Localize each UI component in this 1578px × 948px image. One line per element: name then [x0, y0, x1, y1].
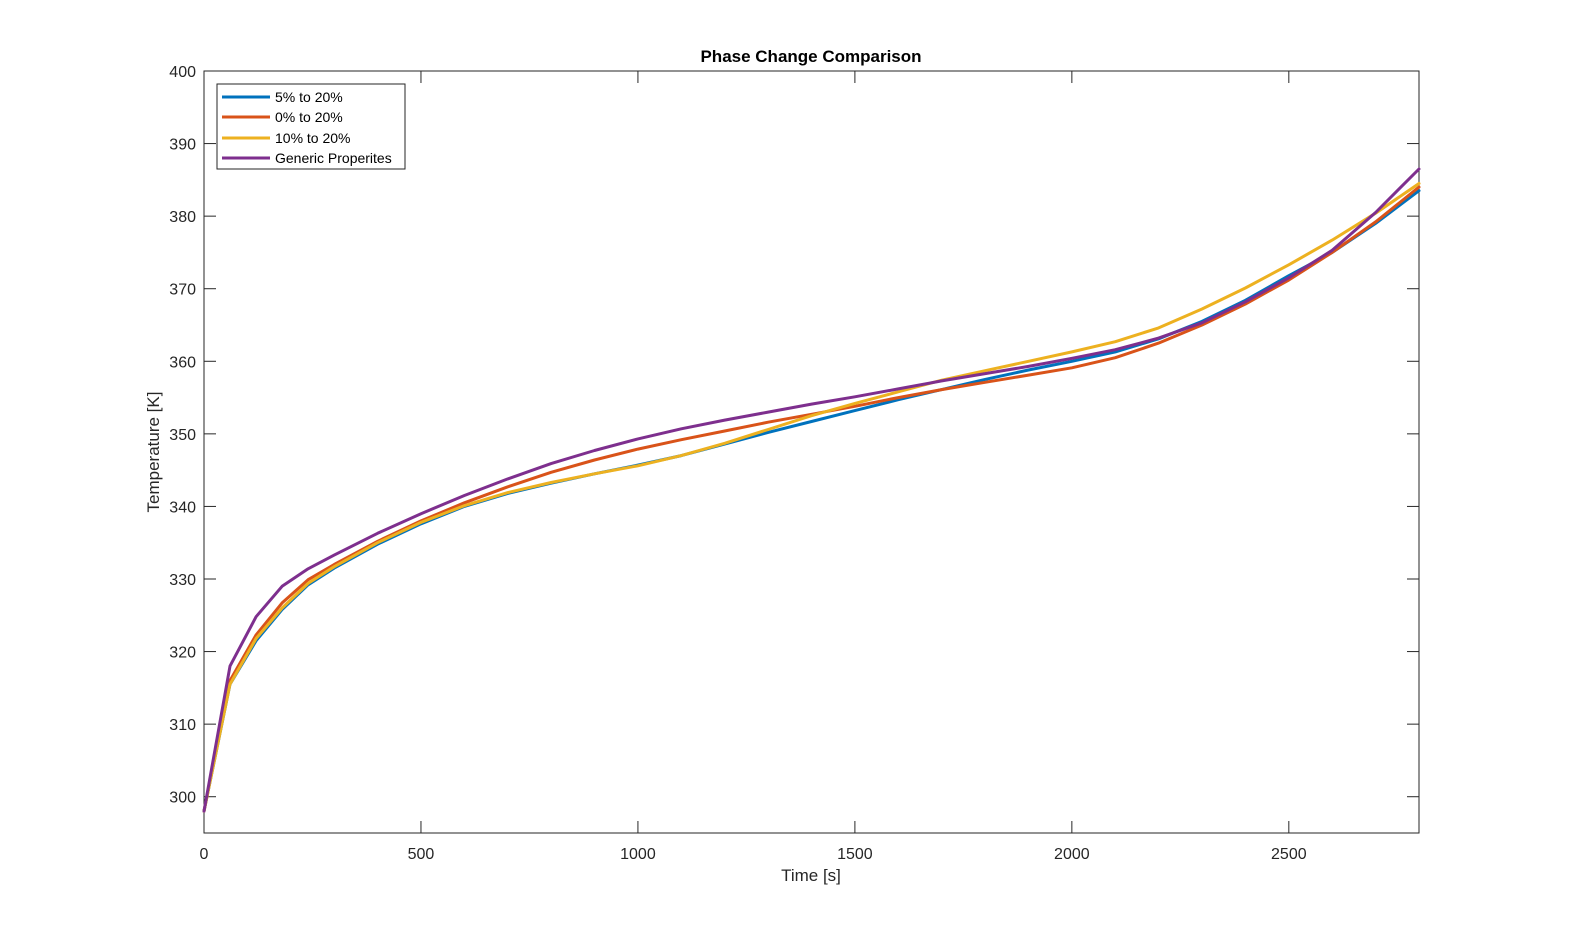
series-line-3 — [202, 167, 1421, 813]
legend-label-5-to-20: 5% to 20% — [275, 89, 343, 105]
y-tick-label: 400 — [169, 64, 196, 81]
y-axis-label: Temperature [K] — [144, 392, 163, 513]
y-tick-label: 370 — [169, 282, 196, 299]
legend: 5% to 20% 0% to 20% 10% to 20% Generic P… — [216, 83, 406, 170]
y-tick-label: 360 — [169, 354, 196, 371]
y-tick-label: 330 — [169, 572, 196, 589]
x-tick-label: 2000 — [1054, 846, 1090, 863]
chart-title: Phase Change Comparison — [700, 47, 921, 66]
y-tick-label: 350 — [169, 427, 196, 444]
x-tick-label: 1000 — [620, 846, 656, 863]
series-line-1 — [202, 185, 1421, 813]
x-tick-label: 2500 — [1271, 846, 1307, 863]
y-tick-label: 340 — [169, 499, 196, 516]
axis-ticks: 0 500 1000 1500 2000 2500 300 310 320 330 340 350 36… — [169, 64, 1419, 863]
series-line-2 — [202, 182, 1421, 813]
y-tick-label: 320 — [169, 645, 196, 662]
series-lines — [202, 167, 1421, 813]
x-tick-label: 500 — [408, 846, 435, 863]
y-tick-label: 310 — [169, 717, 196, 734]
x-axis-label: Time [s] — [781, 866, 841, 885]
legend-label-generic: Generic Properites — [275, 150, 392, 166]
y-tick-label: 390 — [169, 137, 196, 154]
y-tick-label: 300 — [169, 790, 196, 807]
legend-label-10-to-20: 10% to 20% — [275, 130, 351, 146]
x-tick-label: 1500 — [837, 846, 873, 863]
x-tick-label: 0 — [200, 846, 209, 863]
y-tick-label: 380 — [169, 209, 196, 226]
plot-area — [203, 70, 1420, 834]
legend-label-0-to-20: 0% to 20% — [275, 109, 343, 125]
